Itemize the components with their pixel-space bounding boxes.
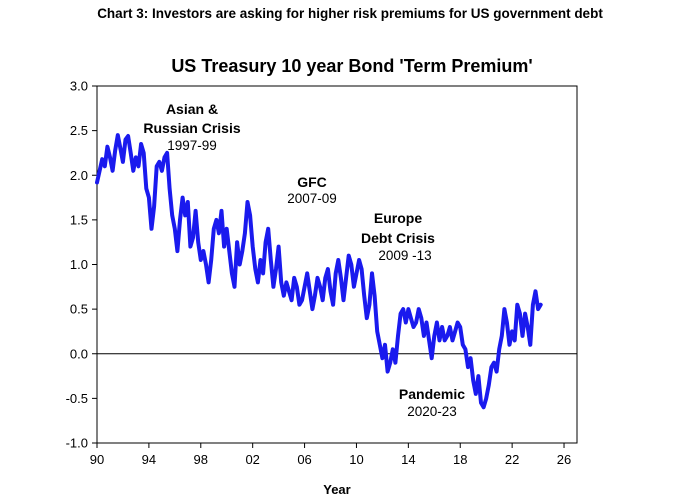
x-tick-label: 90 bbox=[90, 452, 104, 467]
y-tick-label: 2.5 bbox=[70, 123, 88, 138]
annotation-pandemic-title: Pandemic bbox=[399, 386, 465, 402]
x-tick-label: 18 bbox=[453, 452, 467, 467]
x-tick-label: 14 bbox=[401, 452, 415, 467]
chart-title: US Treasury 10 year Bond 'Term Premium' bbox=[171, 56, 533, 76]
axes: -1.0 -0.5 0.0 0.5 1.0 1.5 2.0 2.5 3.0 90 94 98 02 06 1… bbox=[66, 79, 578, 467]
x-tick-label: 06 bbox=[297, 452, 311, 467]
x-tick-label: 94 bbox=[142, 452, 156, 467]
page-heading: Chart 3: Investors are asking for higher… bbox=[97, 6, 603, 21]
annotation-pandemic-period: 2020-23 bbox=[407, 404, 457, 419]
x-tick-label: 02 bbox=[245, 452, 259, 467]
x-tick-label: 26 bbox=[557, 452, 571, 467]
term-premium-line bbox=[95, 133, 543, 410]
y-tick-label: 2.0 bbox=[70, 168, 88, 183]
y-tick-label: -1.0 bbox=[66, 436, 88, 451]
annotation-asian-period: 1997-99 bbox=[167, 138, 217, 153]
y-tick-label: 0.5 bbox=[70, 302, 88, 317]
annotation-asian-title-1: Asian & bbox=[166, 101, 218, 117]
x-tick-label: 10 bbox=[349, 452, 363, 467]
annotation-europe-period: 2009 -13 bbox=[378, 248, 431, 263]
annotation-europe-title-2: Debt Crisis bbox=[361, 230, 435, 246]
x-tick-label: 98 bbox=[194, 452, 208, 467]
y-tick-label: 3.0 bbox=[70, 79, 88, 94]
x-axis-label: Year bbox=[323, 482, 350, 497]
annotation-asian-title-2: Russian Crisis bbox=[143, 120, 240, 136]
annotation-gfc-title: GFC bbox=[297, 174, 327, 190]
annotation-gfc-period: 2007-09 bbox=[287, 191, 337, 206]
y-tick-label: 1.0 bbox=[70, 257, 88, 272]
y-tick-label: 1.5 bbox=[70, 212, 88, 227]
y-tick-label: -0.5 bbox=[66, 391, 88, 406]
series-line-layer bbox=[95, 133, 543, 410]
y-tick-label: 0.0 bbox=[70, 346, 88, 361]
annotation-europe-title-1: Europe bbox=[374, 210, 422, 226]
x-tick-label: 22 bbox=[505, 452, 519, 467]
annotation-layer: Asian & Russian Crisis 1997-99 GFC 2007-… bbox=[143, 101, 465, 419]
